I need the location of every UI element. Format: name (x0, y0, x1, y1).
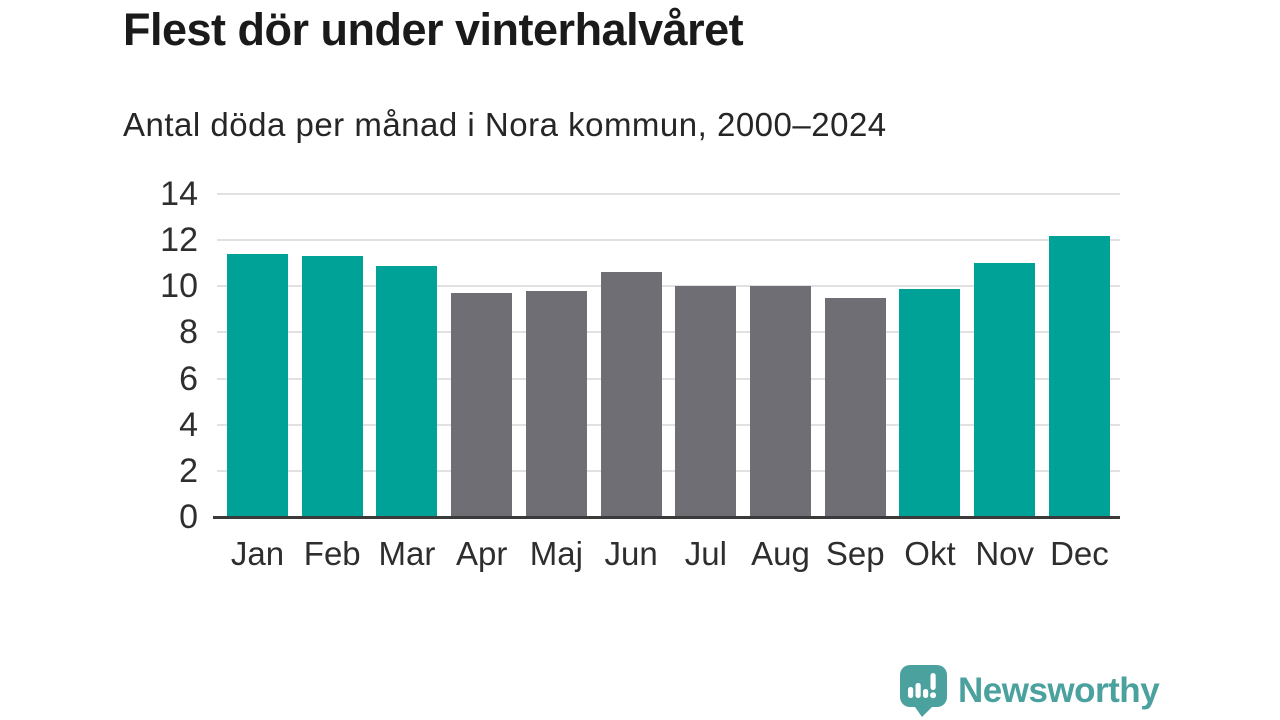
newsworthy-logo-icon (900, 665, 947, 717)
x-tick-label: Feb (303, 535, 361, 572)
bar-series (217, 194, 1120, 517)
x-tick-label: Sep (825, 535, 885, 572)
x-tick-label: Mar (378, 535, 436, 572)
bar-dec (1048, 235, 1110, 517)
chart-subtitle: Antal döda per månad i Nora kommun, 2000… (123, 106, 887, 143)
x-tick-label: Jul (684, 535, 727, 572)
y-tick-label: 4 (179, 405, 198, 444)
bar-maj (525, 290, 587, 517)
x-tick-label: Aug (751, 535, 810, 572)
y-tick-label: 8 (179, 313, 198, 352)
y-axis: 0 2 4 6 8 10 12 14 (120, 177, 198, 534)
plot-area (213, 193, 1120, 519)
bar-jan (227, 254, 288, 517)
newsworthy-logo: Newsworthy (900, 664, 1160, 718)
x-tick-label: Jan (230, 535, 285, 572)
bar-mar (376, 265, 438, 517)
gridline (217, 285, 1120, 288)
chart-title: Flest dör under vinterhalvåret (123, 4, 744, 55)
bar-feb (301, 256, 363, 517)
x-tick-label: Jun (604, 535, 658, 572)
x-tick-label: Maj (529, 535, 583, 572)
bar-jul (675, 286, 737, 517)
gridline (217, 193, 1120, 195)
bar-okt (899, 288, 961, 517)
gridline (217, 469, 1120, 472)
bar-aug (750, 286, 812, 517)
newsworthy-wordmark: Newsworthy (958, 671, 1160, 710)
x-tick-label: Apr (455, 535, 508, 572)
y-tick-label: 6 (179, 359, 198, 398)
gridline (217, 239, 1120, 242)
y-tick-label: 10 (160, 267, 198, 306)
y-tick-label: 0 (179, 498, 198, 536)
gridline (217, 377, 1120, 380)
y-tick-label: 2 (179, 451, 198, 490)
bar-jun (600, 272, 662, 517)
gridline (217, 331, 1120, 334)
x-axis: Jan Feb Mar Apr Maj Jun Jul Aug Sep Okt Nov Dec (217, 532, 1120, 576)
y-tick-label: 14 (160, 175, 198, 213)
x-tick-label: Nov (975, 535, 1035, 572)
x-axis-line (213, 516, 1120, 519)
x-tick-label: Dec (1050, 535, 1109, 572)
gridline (217, 423, 1120, 426)
x-tick-label: Okt (904, 535, 956, 572)
bar-sep (824, 297, 886, 517)
y-tick-label: 12 (160, 221, 198, 260)
bar-nov (974, 263, 1036, 517)
bar-apr (451, 293, 513, 517)
